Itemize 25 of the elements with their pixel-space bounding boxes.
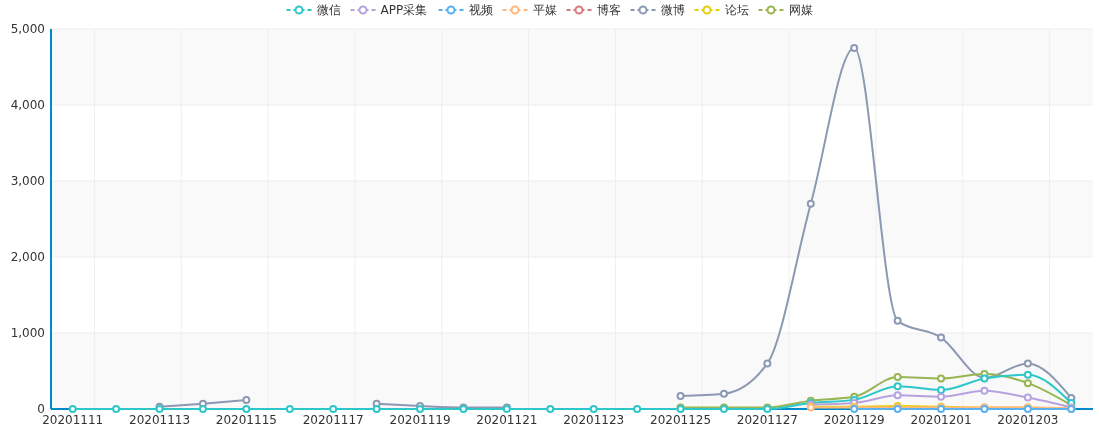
legend-label: 论坛 [724,3,749,18]
legend-label: APP采集 [380,3,428,18]
legend-label: 平媒 [532,3,557,18]
y-tick-label: 5,000 [10,22,45,37]
x-tick-label: 20201123 [563,413,625,427]
x-tick-label: 20201129 [823,413,885,427]
legend-label: 微信 [316,3,341,18]
x-tick-label: 20201113 [129,413,191,427]
x-tick-label: 20201127 [736,413,798,427]
x-tick-label: 20201125 [650,413,712,427]
y-tick-label: 3,000 [10,174,45,189]
legend-label: 网媒 [788,3,813,18]
legend-label: 视频 [468,3,493,18]
legend-label: 博客 [596,3,621,18]
y-tick-label: 4,000 [10,98,45,113]
x-tick-label: 20201119 [389,413,451,427]
legend-label: 微博 [660,3,685,18]
x-tick-label: 20201203 [997,413,1059,427]
y-tick-label: 2,000 [10,250,45,265]
x-tick-label: 20201121 [476,413,538,427]
x-tick-label: 20201115 [215,413,277,427]
x-tick-label: 20201117 [302,413,364,427]
y-tick-label: 1,000 [10,326,45,341]
x-tick-label: 20201111 [42,413,104,427]
x-tick-label: 20201201 [910,413,972,427]
